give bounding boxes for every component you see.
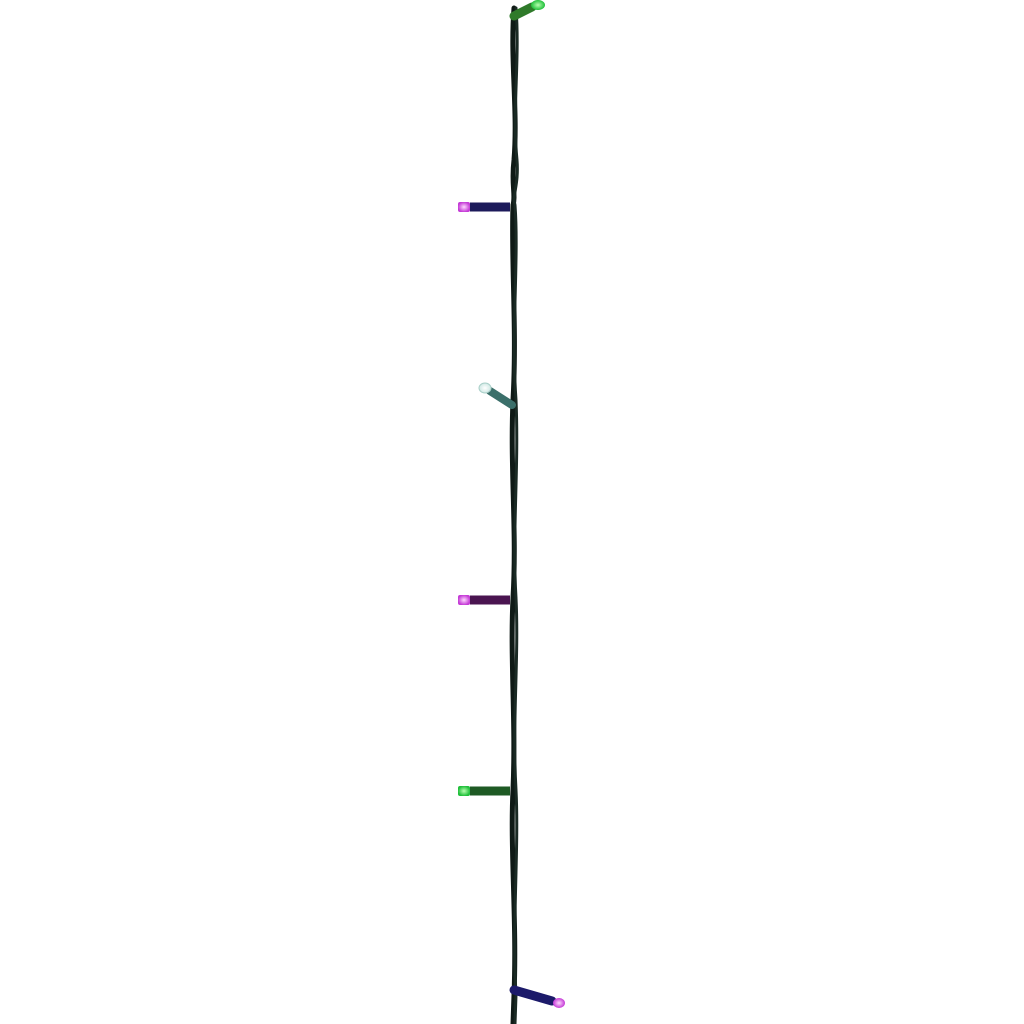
- wire: [509, 5, 519, 1024]
- led-green: [458, 786, 510, 796]
- led-magenta: [458, 595, 510, 605]
- led-green-top: [509, 0, 545, 21]
- led-purple: [458, 202, 510, 212]
- led-blue-bottom: [509, 985, 565, 1008]
- led-white: [478, 382, 516, 409]
